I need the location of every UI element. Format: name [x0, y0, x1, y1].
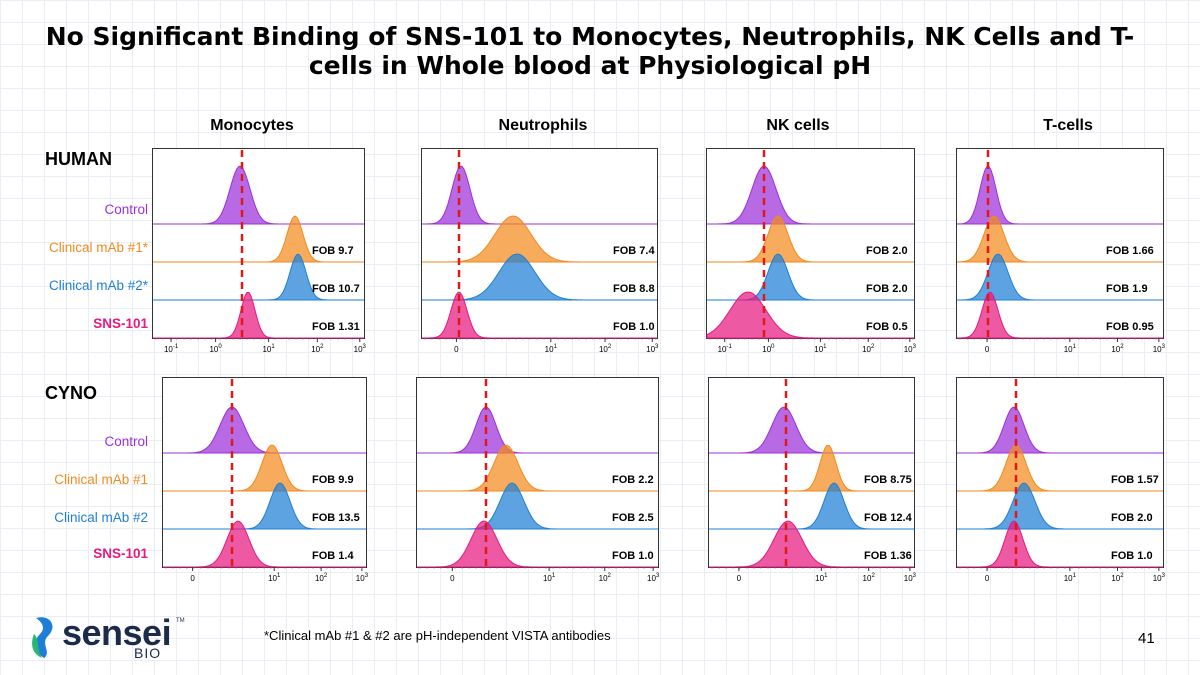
axis-tick-label: 103	[1153, 344, 1166, 354]
axis-tick-label: 102	[1111, 573, 1124, 583]
human-row-label-sns101: SNS-101	[93, 316, 148, 331]
axis-tick-label: 103	[1153, 573, 1166, 583]
axis-tick-label: 101	[543, 573, 556, 583]
plot-frame	[152, 148, 365, 339]
axis-tick-label: 102	[1111, 344, 1124, 354]
human-row-label-mab2: Clinical mAb #2*	[48, 278, 148, 293]
human-monocytes-histogram: FOB 9.7 FOB 10.7 FOB 1.31 10-1 100 101 102 103	[152, 148, 367, 354]
axis-tick-label: 101	[814, 344, 827, 354]
fob-label-mab2: FOB 8.8	[613, 283, 655, 295]
logo-wordmark: sensei	[62, 612, 172, 653]
human-row-label-mab1: Clinical mAb #1*	[48, 240, 148, 255]
logo-leaf-icon	[32, 617, 53, 658]
axis-tick-label: 10-1	[718, 344, 733, 354]
fob-label-mab1: FOB 2.2	[612, 474, 654, 486]
human-nk-cells-histogram: FOB 2.0 FOB 2.0 FOB 0.5 10-1 100 101 102 103	[706, 148, 917, 354]
axis-tick-label: 0	[190, 574, 195, 583]
axis-tick-label: 101	[815, 573, 828, 583]
axis-tick-label: 10-1	[164, 344, 179, 354]
plot-frame	[708, 377, 915, 568]
cyno-row-label-mab2: Clinical mAb #2	[54, 510, 148, 525]
cyno-neutrophils-histogram: FOB 2.2 FOB 2.5 FOB 1.0 0 101 102 103	[416, 377, 660, 583]
axis-tick-label: 102	[599, 573, 612, 583]
species-label-cyno: CYNO	[45, 383, 98, 403]
axis-tick-label: 103	[356, 573, 369, 583]
slide-title: No Significant Binding of SNS-101 to Mon…	[45, 22, 1135, 80]
fob-label-sns101: FOB 1.0	[612, 550, 654, 562]
fob-label-mab2: FOB 12.4	[864, 512, 913, 524]
plot-frame	[956, 377, 1164, 568]
fob-label-mab1: FOB 1.57	[1111, 474, 1159, 486]
axis-tick-label: 102	[863, 573, 876, 583]
footnote: *Clinical mAb #1 & #2 are pH-independent…	[264, 628, 611, 643]
axis-tick-label: 102	[599, 344, 612, 354]
fob-label-mab1: FOB 7.4	[613, 245, 655, 257]
column-header-monocytes: Monocytes	[210, 117, 294, 134]
axis-tick-label: 102	[311, 344, 324, 354]
fob-label-mab1: FOB 8.75	[864, 474, 912, 486]
column-header-nk-cells: NK cells	[766, 117, 830, 134]
fob-label-sns101: FOB 1.0	[613, 321, 655, 333]
axis-tick-label: 102	[862, 344, 875, 354]
fob-label-sns101: FOB 1.4	[312, 550, 354, 562]
axis-tick-label: 101	[1064, 573, 1077, 583]
axis-tick-label: 0	[737, 574, 742, 583]
logo-subtext: BIO	[134, 645, 162, 661]
cyno-row-label-mab1: Clinical mAb #1	[54, 472, 148, 487]
axis-tick-label: 103	[904, 344, 917, 354]
column-header-neutrophils: Neutrophils	[498, 117, 588, 134]
fob-label-mab1: FOB 1.66	[1106, 245, 1154, 257]
axis-tick-label: 0	[985, 574, 990, 583]
species-label-human: HUMAN	[45, 149, 112, 169]
fob-label-mab2: FOB 1.9	[1106, 283, 1148, 295]
fob-label-mab2: FOB 10.7	[312, 283, 360, 295]
cyno-row-label-sns101: SNS-101	[93, 546, 148, 561]
axis-tick-label: 101	[545, 344, 558, 354]
fob-label-sns101: FOB 0.5	[866, 321, 908, 333]
human-t-cells-histogram: FOB 1.66 FOB 1.9 FOB 0.95 0 101 102 103	[956, 148, 1166, 354]
axis-tick-label: 102	[315, 573, 328, 583]
fob-label-sns101: FOB 1.31	[312, 321, 360, 333]
fob-label-mab2: FOB 2.0	[866, 283, 908, 295]
fob-label-mab2: FOB 2.0	[1111, 512, 1153, 524]
fob-label-mab1: FOB 2.0	[866, 245, 908, 257]
axis-tick-label: 101	[1064, 344, 1077, 354]
cyno-row-label-control: Control	[104, 434, 148, 449]
fob-label-sns101: FOB 1.36	[864, 550, 912, 562]
axis-tick-label: 103	[646, 344, 659, 354]
column-header-t-cells: T-cells	[1043, 117, 1093, 134]
page-number: 41	[1138, 630, 1155, 647]
cyno-nk-cells-histogram: FOB 8.75 FOB 12.4 FOB 1.36 0 101 102 103	[708, 377, 917, 583]
axis-tick-label: 100	[209, 344, 222, 354]
logo-trademark: TM	[176, 618, 185, 624]
axis-tick-label: 103	[904, 573, 917, 583]
axis-tick-label: 101	[268, 573, 281, 583]
fob-label-mab2: FOB 13.5	[312, 512, 360, 524]
sensei-bio-logo: sensei TM BIO	[30, 612, 190, 664]
fob-label-mab1: FOB 9.7	[312, 245, 354, 257]
plot-frame	[416, 377, 659, 568]
axis-tick-label: 103	[647, 573, 660, 583]
human-row-label-control: Control	[104, 202, 148, 217]
fob-label-mab2: FOB 2.5	[612, 512, 654, 524]
axis-tick-label: 0	[454, 345, 459, 354]
cyno-t-cells-histogram: FOB 1.57 FOB 2.0 FOB 1.0 0 101 102 103	[956, 377, 1166, 583]
axis-tick-label: 0	[450, 574, 455, 583]
fob-label-sns101: FOB 1.0	[1111, 550, 1153, 562]
axis-tick-label: 100	[762, 344, 775, 354]
axis-tick-label: 103	[354, 344, 367, 354]
fob-label-sns101: FOB 0.95	[1106, 321, 1154, 333]
axis-tick-label: 0	[985, 345, 990, 354]
fob-label-mab1: FOB 9.9	[312, 474, 354, 486]
cyno-monocytes-histogram: FOB 9.9 FOB 13.5 FOB 1.4 0 101 102 103	[162, 377, 369, 583]
human-neutrophils-histogram: FOB 7.4 FOB 8.8 FOB 1.0 0 101 102 103	[421, 148, 659, 354]
axis-tick-label: 101	[262, 344, 275, 354]
